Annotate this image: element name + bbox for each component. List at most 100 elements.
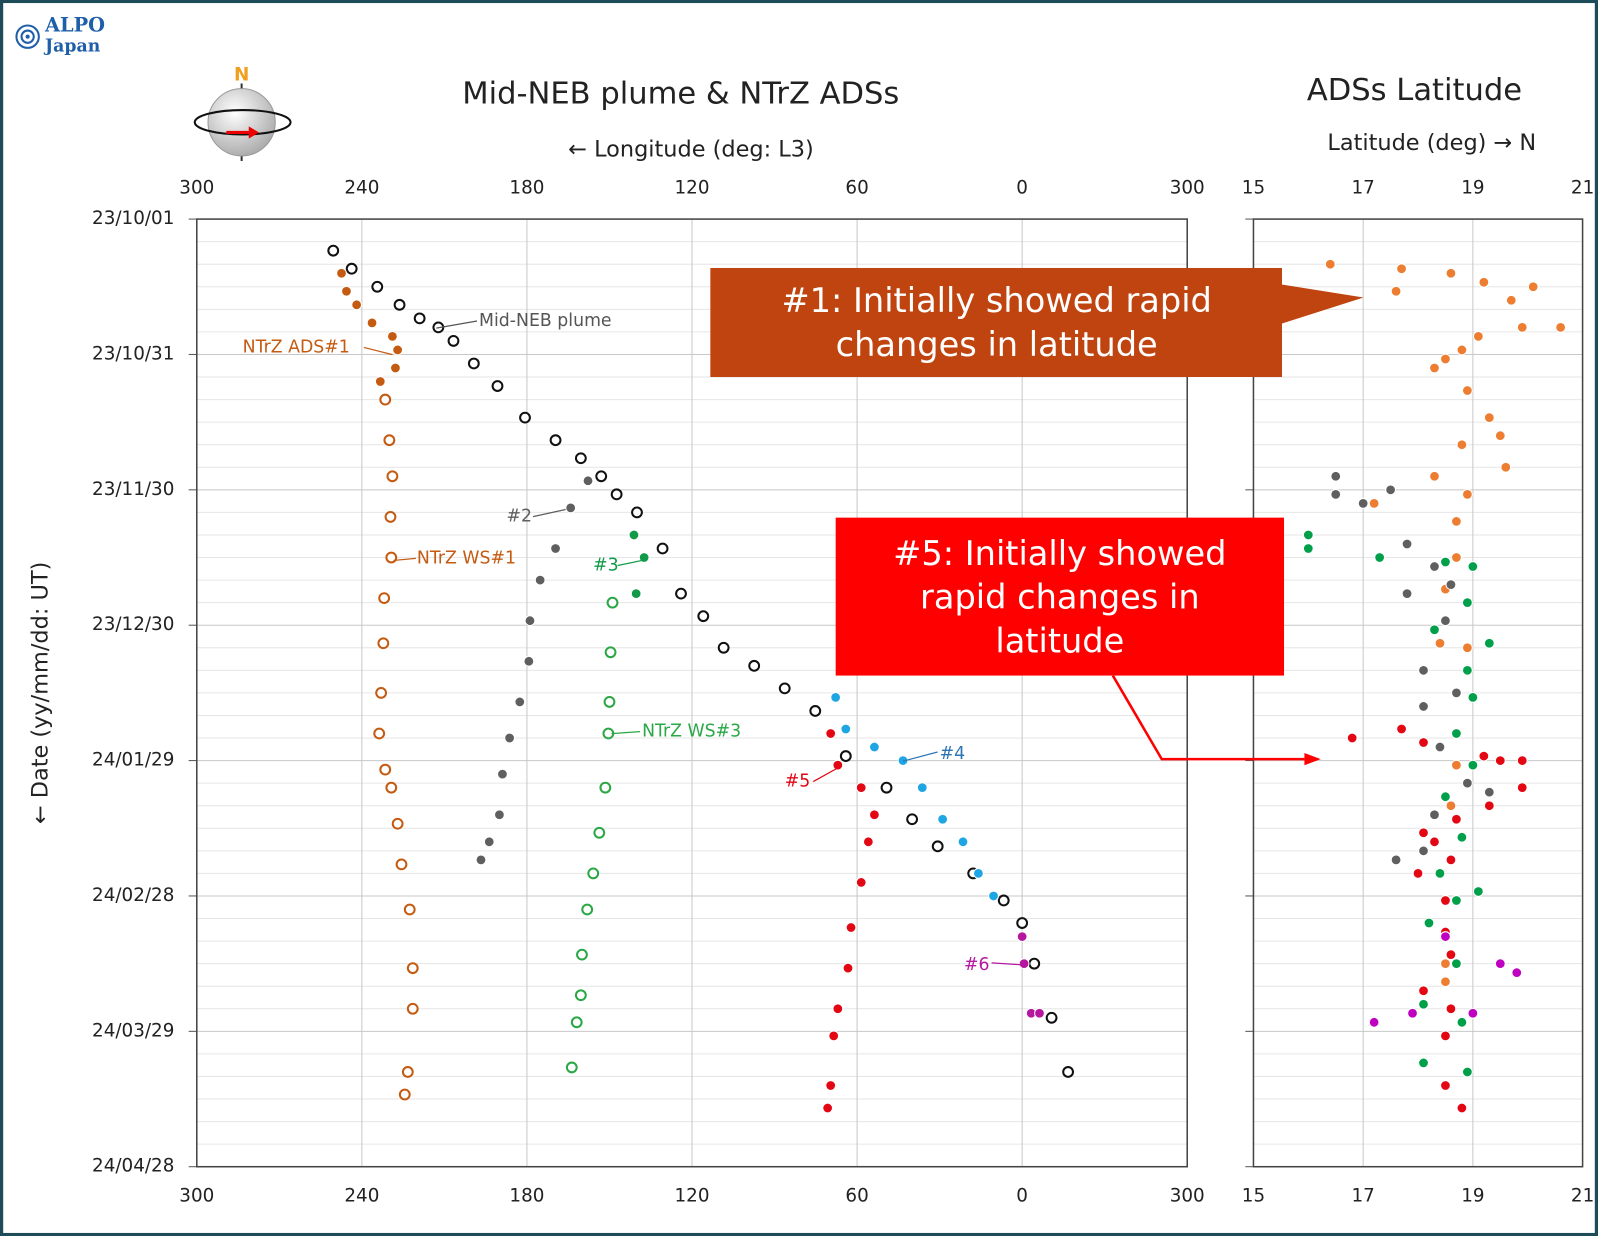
point bbox=[906, 813, 919, 826]
series-label: NTrZ ADS#1 bbox=[243, 337, 350, 357]
point bbox=[1440, 976, 1451, 988]
point bbox=[1461, 642, 1473, 654]
callout-pointer bbox=[1273, 283, 1364, 327]
callout-text: changes in latitude bbox=[836, 325, 1158, 364]
point bbox=[1412, 867, 1424, 879]
point bbox=[1440, 791, 1451, 803]
logo: ALPO Japan bbox=[15, 13, 105, 56]
y-tick-label: 23/10/31 bbox=[92, 343, 174, 364]
point bbox=[1330, 488, 1342, 500]
point bbox=[862, 836, 874, 848]
point bbox=[371, 280, 384, 293]
point bbox=[1429, 836, 1440, 848]
point bbox=[1429, 470, 1440, 482]
point bbox=[830, 692, 842, 703]
point bbox=[1461, 777, 1473, 789]
point bbox=[997, 894, 1010, 907]
point bbox=[386, 470, 399, 483]
point bbox=[825, 1080, 837, 1091]
point bbox=[1016, 917, 1029, 929]
point bbox=[1396, 263, 1407, 275]
point bbox=[606, 596, 619, 609]
point bbox=[1451, 895, 1462, 906]
point bbox=[1445, 1003, 1457, 1015]
point bbox=[574, 452, 587, 465]
series bbox=[373, 393, 419, 1101]
leader-line bbox=[532, 508, 566, 518]
point bbox=[1407, 1007, 1418, 1019]
point bbox=[384, 510, 397, 523]
point bbox=[565, 1061, 578, 1074]
x-axis-label: ← Longitude (deg: L3) bbox=[568, 136, 814, 162]
series bbox=[336, 267, 404, 387]
point bbox=[1302, 543, 1314, 554]
point bbox=[1461, 597, 1473, 609]
leader-line bbox=[617, 559, 643, 567]
series-label: NTrZ WS#3 bbox=[642, 722, 741, 742]
point bbox=[937, 813, 949, 825]
leader-line bbox=[436, 320, 478, 329]
point bbox=[1440, 1080, 1451, 1091]
point bbox=[406, 962, 419, 975]
point bbox=[378, 592, 391, 605]
point bbox=[1401, 538, 1413, 550]
point bbox=[1478, 276, 1490, 288]
point bbox=[1429, 624, 1440, 636]
point bbox=[1440, 895, 1451, 906]
point bbox=[401, 1066, 414, 1078]
plot-frame bbox=[1252, 218, 1584, 1168]
y-tick-label: 23/11/30 bbox=[92, 479, 174, 500]
point bbox=[374, 376, 386, 387]
x-tick-label: 21 bbox=[1571, 1185, 1594, 1206]
point bbox=[581, 903, 594, 916]
compass: N bbox=[193, 64, 292, 161]
y-tick-label: 24/01/29 bbox=[92, 750, 174, 771]
point bbox=[1330, 470, 1342, 482]
point bbox=[1385, 484, 1396, 496]
y-tick-label: 23/10/01 bbox=[92, 208, 174, 229]
point bbox=[1516, 755, 1528, 766]
point bbox=[475, 854, 487, 866]
leader-line bbox=[991, 962, 1025, 966]
point bbox=[1396, 723, 1407, 735]
point bbox=[570, 1016, 583, 1029]
point bbox=[631, 506, 643, 519]
point bbox=[1451, 687, 1462, 699]
x-tick-label: 19 bbox=[1461, 1185, 1484, 1206]
point bbox=[565, 502, 577, 514]
point bbox=[599, 781, 612, 794]
point bbox=[377, 637, 390, 650]
x-tick-label: 300 bbox=[179, 178, 214, 199]
point bbox=[832, 759, 844, 771]
point bbox=[1472, 886, 1484, 897]
x-tick-label: 15 bbox=[1242, 1185, 1265, 1206]
point bbox=[1440, 353, 1451, 365]
x-tick-label: 21 bbox=[1571, 178, 1594, 199]
point bbox=[1445, 949, 1457, 961]
point bbox=[1456, 344, 1468, 356]
point bbox=[1451, 552, 1462, 563]
point bbox=[497, 768, 508, 780]
point bbox=[491, 380, 504, 392]
point bbox=[717, 641, 730, 654]
point bbox=[593, 826, 606, 839]
point bbox=[403, 903, 416, 916]
point bbox=[1440, 931, 1451, 942]
point bbox=[748, 659, 761, 672]
background bbox=[3, 3, 1595, 1233]
logo-text: ALPO bbox=[44, 13, 105, 36]
point bbox=[1456, 439, 1468, 451]
point bbox=[1456, 1016, 1468, 1028]
point bbox=[576, 948, 588, 961]
point bbox=[373, 727, 386, 740]
leader-line bbox=[363, 346, 393, 356]
point bbox=[957, 836, 969, 848]
point bbox=[855, 782, 867, 794]
point bbox=[832, 1003, 844, 1015]
point bbox=[550, 543, 561, 554]
point bbox=[822, 1102, 834, 1114]
point bbox=[1494, 755, 1506, 766]
callout-text: latitude bbox=[995, 621, 1124, 660]
point bbox=[1440, 556, 1451, 568]
point bbox=[610, 488, 623, 501]
